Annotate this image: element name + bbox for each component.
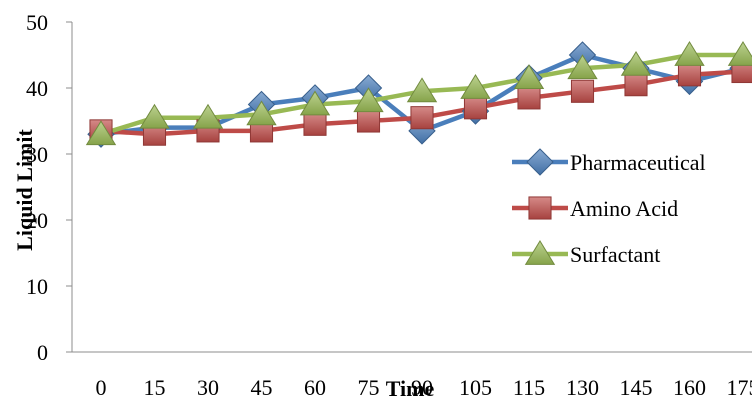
x-tick-label: 45 — [251, 375, 273, 400]
amino-acid-point — [677, 63, 702, 87]
surfactant-point — [353, 87, 384, 113]
amino-acid-point — [463, 96, 488, 120]
surfactant-point — [620, 50, 652, 76]
x-tick-label: 90 — [411, 375, 433, 400]
surfactant-point — [567, 54, 598, 80]
surfactant-point — [727, 41, 752, 66]
amino-acid-point — [570, 79, 595, 103]
surfactant-point — [674, 41, 705, 66]
amino-acid-point — [356, 109, 381, 133]
legend-label: Pharmaceutical — [570, 150, 706, 175]
x-axis-title: Time — [386, 376, 435, 401]
amino-acid-point — [303, 112, 327, 136]
x-tick-label: 160 — [673, 375, 706, 400]
y-axis-title: Liquid Limit — [12, 128, 37, 250]
x-tick-label: 115 — [513, 375, 545, 400]
y-tick-label: 40 — [26, 76, 48, 101]
series-markers — [85, 41, 752, 148]
x-tick-label: 75 — [358, 375, 380, 400]
legend-label: Surfactant — [570, 242, 660, 267]
x-tick-label: 15 — [144, 375, 166, 400]
x-tick-label: 130 — [566, 375, 599, 400]
amino-acid-point — [624, 73, 648, 97]
surfactant-point — [246, 100, 277, 126]
surfactant-point — [513, 64, 545, 89]
x-tick-label: 145 — [620, 375, 653, 400]
legend-marker-diamond — [526, 148, 554, 176]
y-tick-label: 20 — [26, 208, 48, 233]
y-tick-label: 30 — [26, 142, 48, 167]
y-tick-label: 10 — [26, 274, 48, 299]
legend-marker-triangle — [524, 240, 556, 265]
x-tick-label: 0 — [96, 375, 107, 400]
amino-acid-point — [517, 86, 541, 110]
x-tick-label: 30 — [197, 375, 219, 400]
y-ticks: 0 10 20 30 40 50 — [26, 10, 72, 365]
surfactant-point — [85, 120, 117, 146]
x-tick-label: 60 — [304, 375, 326, 400]
surfactant-point — [299, 90, 331, 116]
surfactant-point — [460, 74, 491, 99]
amino-acid-point — [410, 106, 434, 130]
legend-label: Amino Acid — [570, 196, 678, 221]
surfactant-point — [139, 103, 170, 129]
surfactant-point — [406, 77, 438, 103]
surfactant-point — [192, 103, 224, 129]
y-tick-label: 50 — [26, 10, 48, 35]
x-tick-label: 175 — [727, 375, 752, 400]
x-ticks: 0 15 30 45 60 75 90 105 115 130 145 160 175 — [96, 375, 752, 400]
legend-marker-square — [528, 196, 552, 220]
x-tick-label: 105 — [459, 375, 492, 400]
legend: Pharmaceutical Amino Acid Surfactant — [512, 148, 706, 267]
y-tick-label: 0 — [37, 340, 48, 365]
axes — [71, 22, 752, 353]
